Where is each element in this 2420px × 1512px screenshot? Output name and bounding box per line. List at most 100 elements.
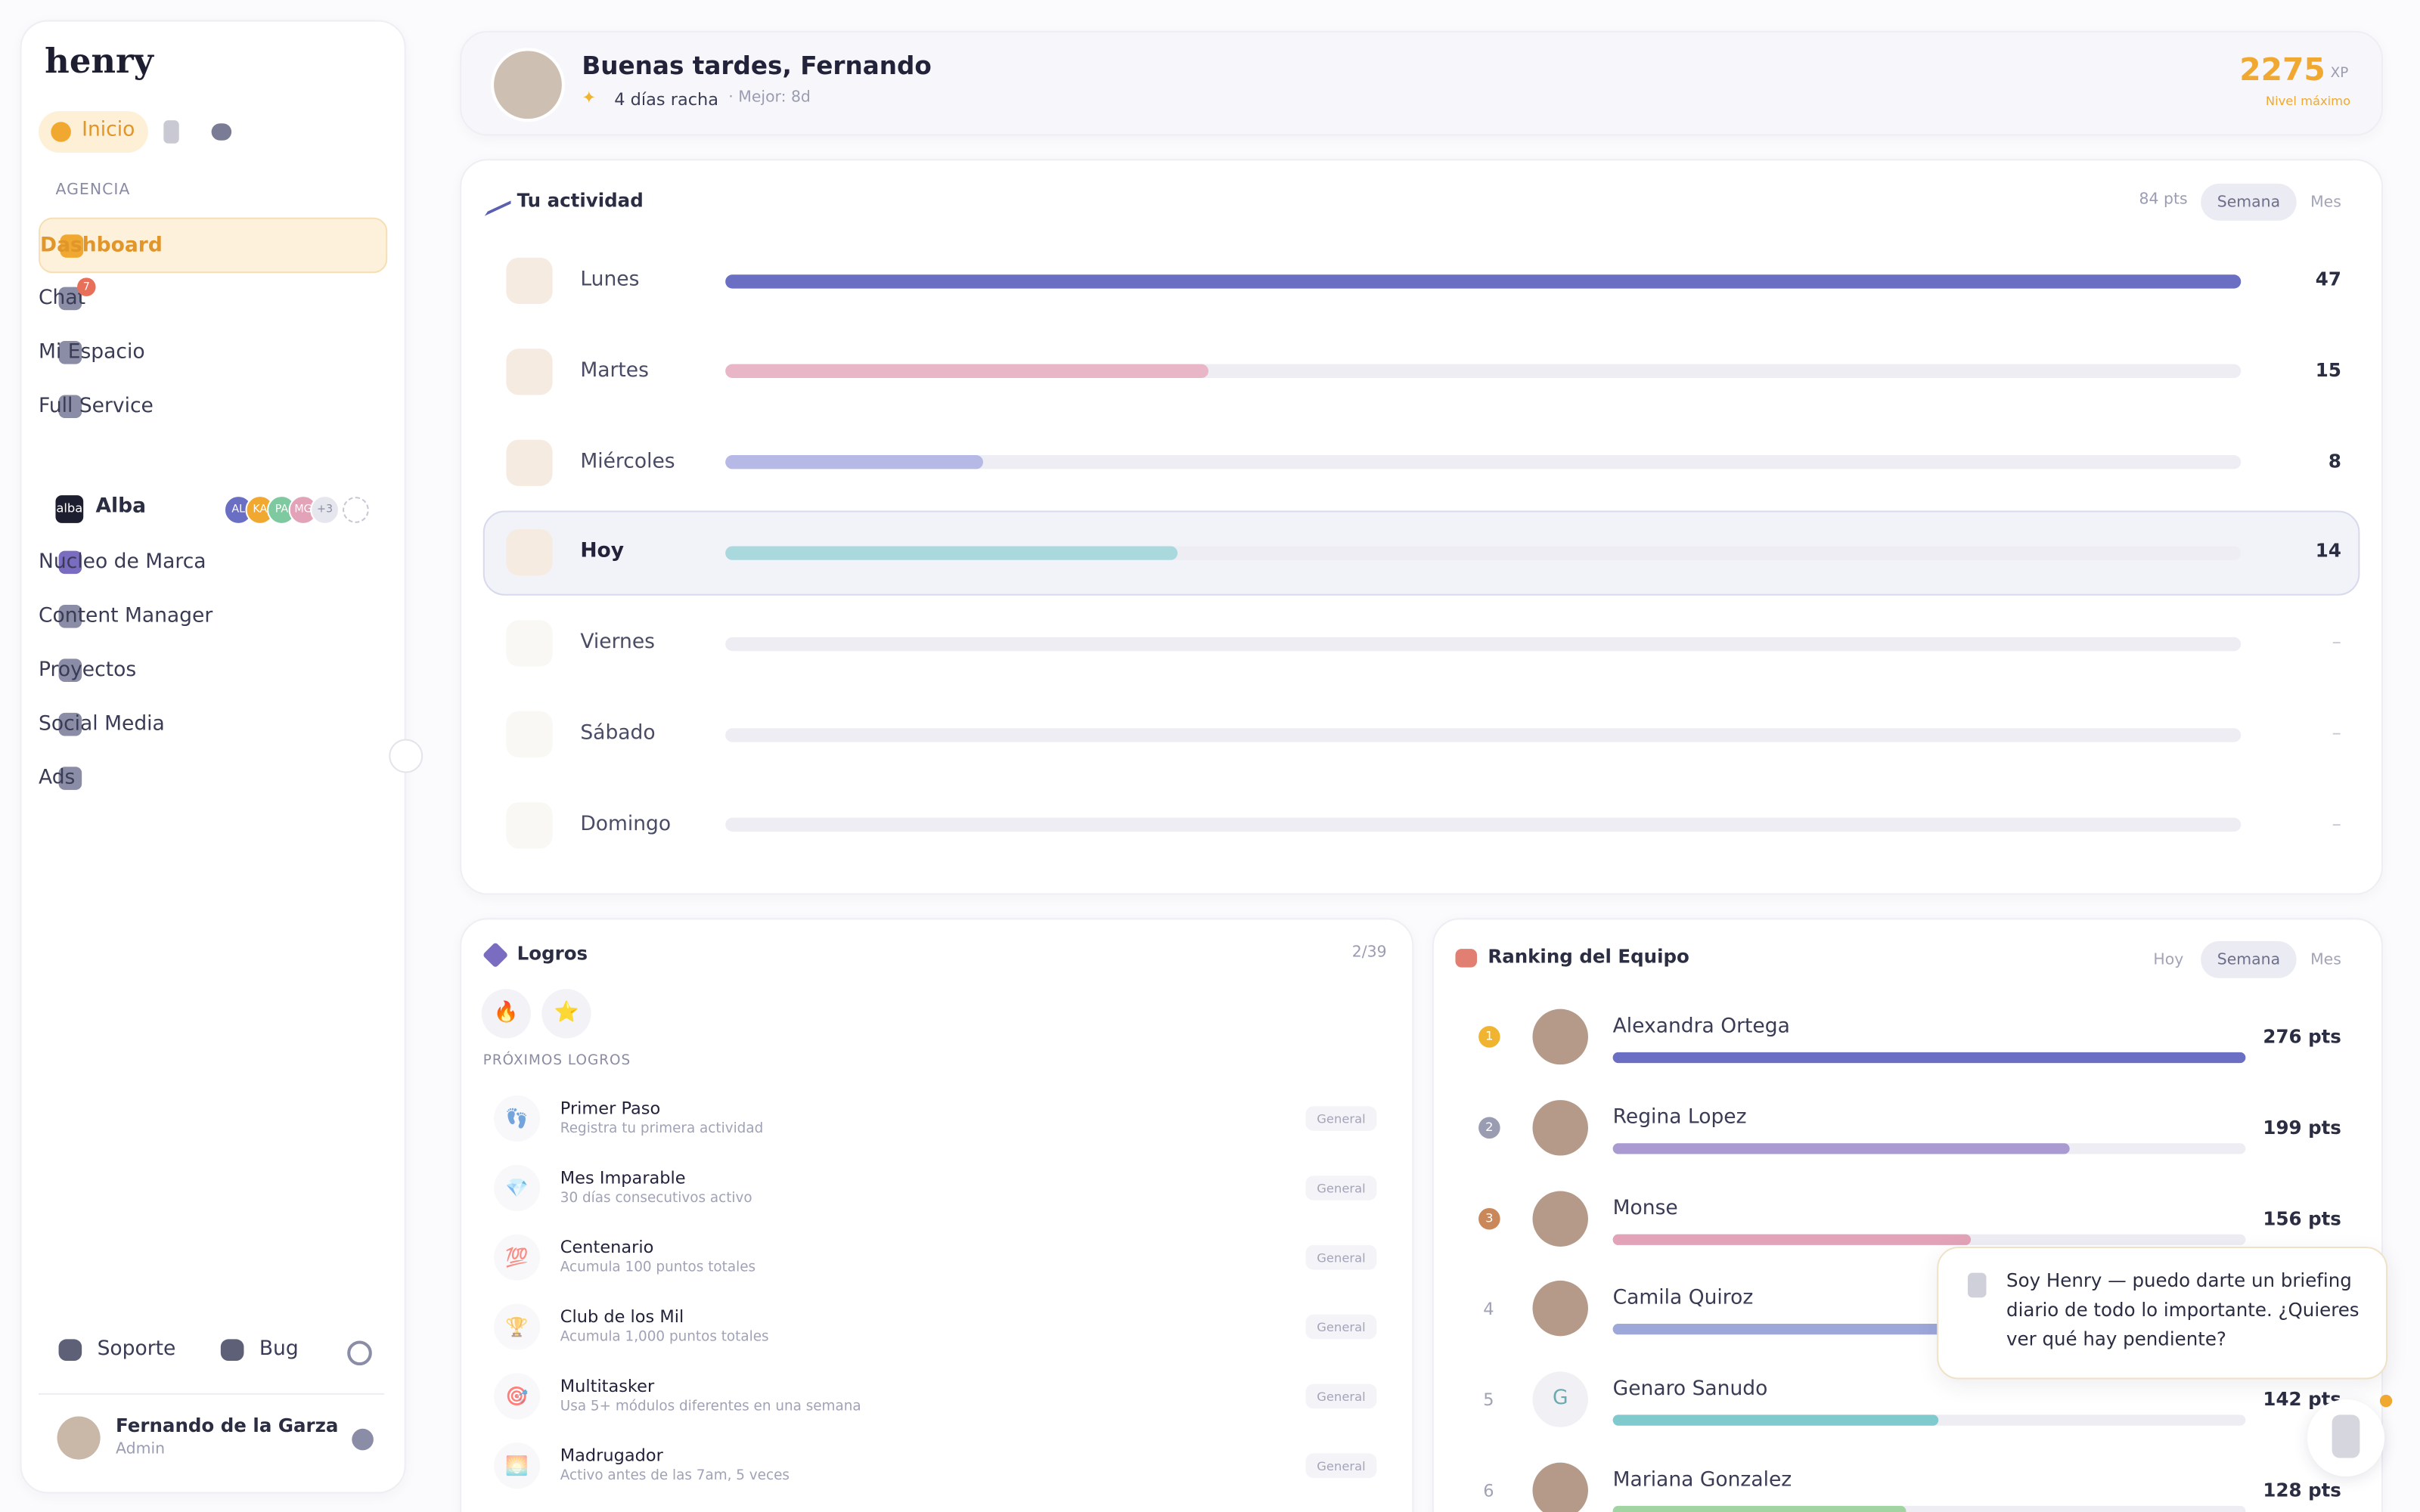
rank-number: 5 xyxy=(1483,1390,1494,1411)
member-avatar xyxy=(1532,1009,1588,1065)
bar-track xyxy=(1612,1505,2246,1512)
nav-label: Proyectos xyxy=(39,658,137,682)
tab-label[interactable]: Inicio xyxy=(82,119,135,142)
day-name: Viernes xyxy=(580,631,656,655)
period-toggle[interactable]: Semana xyxy=(2201,183,2297,221)
member-name: Mariana Gonzalez xyxy=(1612,1468,1792,1492)
tag-label: General xyxy=(1317,1111,1366,1126)
badge: 🔥 xyxy=(481,989,532,1039)
nav-label: Social Media xyxy=(39,711,165,736)
ranking-bar xyxy=(1612,1142,2069,1154)
nav-item[interactable]: Dashboard xyxy=(39,217,388,274)
footer-link[interactable]: Bug xyxy=(259,1337,299,1361)
nav-label: Ads xyxy=(39,766,76,789)
activity-bar xyxy=(725,364,1209,379)
achievement-icon: 🌅 xyxy=(494,1442,541,1489)
tab-henry[interactable] xyxy=(163,120,179,144)
period-toggle[interactable]: Semana xyxy=(2201,940,2297,978)
nav-item[interactable]: Full Service xyxy=(39,380,384,432)
day-name: Martes xyxy=(580,359,649,383)
nav-item[interactable]: Content Manager xyxy=(39,590,384,642)
nav-item[interactable]: Proyectos xyxy=(39,643,384,696)
achievement-name: Club de los Mil xyxy=(560,1306,684,1328)
ranking-bar xyxy=(1612,1052,2246,1064)
achievement-icon: 👣 xyxy=(494,1095,541,1142)
xp-unit: XP xyxy=(2330,66,2349,82)
collapse-button[interactable] xyxy=(389,739,424,773)
achievement-tag: General xyxy=(1305,1244,1377,1270)
nav-icon xyxy=(58,766,82,789)
activity-bar xyxy=(725,274,2242,288)
streak-best: · Mejor: 8d xyxy=(728,89,811,107)
tag-label: General xyxy=(1317,1389,1366,1404)
day-value: – xyxy=(2332,722,2341,744)
achievements-card xyxy=(460,918,1414,1512)
theme-toggle[interactable] xyxy=(347,1340,372,1366)
achievement-name: Centenario xyxy=(560,1237,654,1258)
bar-track xyxy=(725,818,2242,832)
notification-dot xyxy=(2379,1394,2393,1408)
day-illustration xyxy=(506,348,553,395)
period-label: Semana xyxy=(2217,951,2281,968)
nav-label: Full Service xyxy=(39,394,154,418)
member-add[interactable] xyxy=(343,497,369,523)
member-avatar xyxy=(1532,1281,1588,1337)
achievement-desc: Acumula 100 puntos totales xyxy=(560,1260,756,1276)
tag-label: General xyxy=(1317,1458,1366,1473)
achievement-icon: 💎 xyxy=(494,1164,541,1212)
user-menu[interactable] xyxy=(352,1428,374,1451)
bar-track xyxy=(725,727,2242,742)
nav-item[interactable]: Nucleo de Marca xyxy=(39,535,384,587)
member-name: Genaro Sanudo xyxy=(1612,1377,1768,1402)
nav-item[interactable]: Social Media xyxy=(39,697,384,749)
bar-track xyxy=(725,637,2242,651)
day-value: 8 xyxy=(2328,450,2341,472)
period-label: Mes xyxy=(2310,194,2341,211)
footer-icon xyxy=(58,1339,82,1361)
achievement-name: Madrugador xyxy=(560,1445,663,1466)
workspace-name[interactable]: Alba xyxy=(95,495,147,519)
xp-level: Nivel máximo xyxy=(2265,94,2351,108)
day-illustration xyxy=(506,711,553,758)
day-illustration xyxy=(506,257,553,305)
chat-badge: 7 xyxy=(77,277,96,296)
achievements-count: 2/39 xyxy=(1351,943,1387,962)
section-label: AGENCIA xyxy=(55,181,131,200)
achievement-tag: General xyxy=(1305,1176,1377,1201)
member-avatar xyxy=(1532,1190,1588,1247)
divider xyxy=(39,1393,385,1395)
member-name: Alexandra Ortega xyxy=(1612,1015,1790,1039)
achievement-tag: General xyxy=(1305,1106,1377,1131)
member-points: 156 pts xyxy=(2263,1207,2341,1229)
day-value: 14 xyxy=(2315,541,2341,562)
nav-item[interactable]: Ads xyxy=(39,751,384,804)
achievement-desc: Acumula 1,000 puntos totales xyxy=(560,1330,769,1346)
achievement-desc: 30 días consecutivos activo xyxy=(560,1191,752,1207)
achievement-desc: Usa 5+ módulos diferentes en una semana xyxy=(560,1399,861,1415)
greeting: Buenas tardes, Fernando xyxy=(582,51,932,81)
day-name: Miércoles xyxy=(580,450,675,473)
footer-link[interactable]: Soporte xyxy=(97,1337,176,1361)
rank-number: 4 xyxy=(1483,1300,1494,1320)
nav-item[interactable]: Mi Espacio xyxy=(39,326,384,378)
upcoming-label: PRÓXIMOS LOGROS xyxy=(482,1053,631,1070)
nav-label: Dashboard xyxy=(40,234,163,257)
period-toggle[interactable]: Hoy xyxy=(2139,941,2198,978)
tab-chat[interactable] xyxy=(211,123,232,141)
assistant-face xyxy=(2332,1414,2360,1458)
header-avatar xyxy=(490,48,565,122)
period-toggle[interactable]: Mes xyxy=(2297,941,2356,978)
period-label: Mes xyxy=(2310,951,2341,968)
activity-bar xyxy=(725,455,984,469)
user-avatar xyxy=(57,1416,101,1460)
period-toggle[interactable]: Mes xyxy=(2297,184,2356,221)
member-name: Monse xyxy=(1612,1196,1678,1220)
nav-label: Nucleo de Marca xyxy=(39,550,206,574)
member-avatar xyxy=(1532,1462,1588,1512)
nav-icon xyxy=(58,394,82,418)
day-name: Domingo xyxy=(580,813,672,836)
member-points: 128 pts xyxy=(2263,1479,2341,1501)
streak-icon: ✦ xyxy=(582,88,597,108)
